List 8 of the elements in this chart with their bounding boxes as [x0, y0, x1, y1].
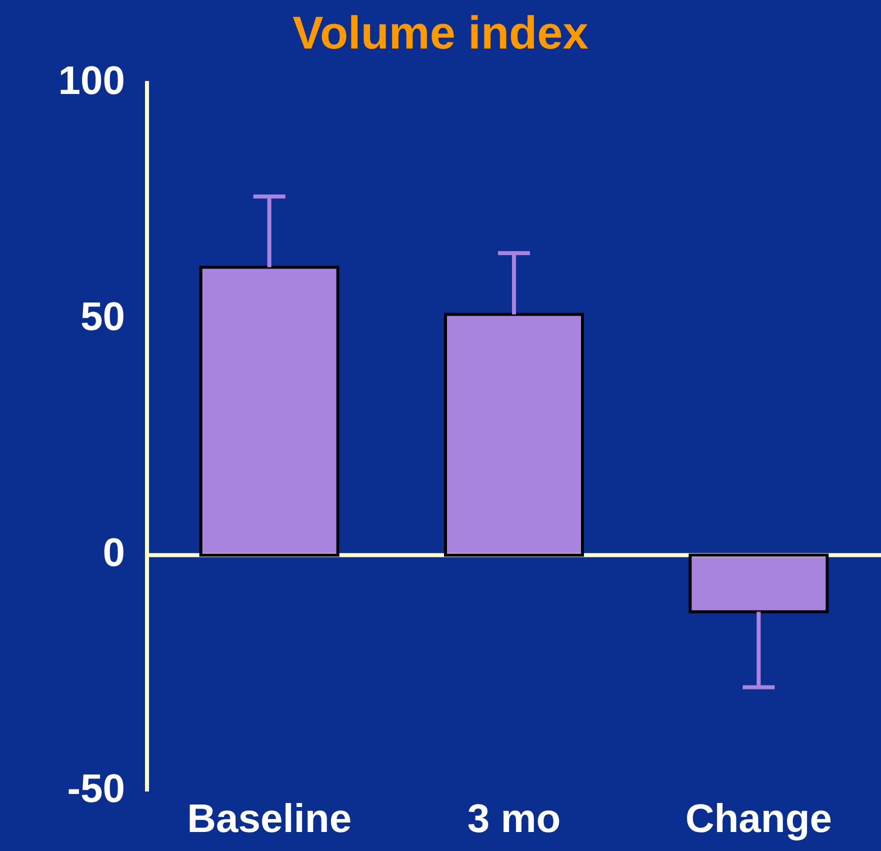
x-tick-label: 3 mo: [467, 797, 561, 842]
y-tick-label: 0: [102, 531, 125, 576]
x-tick-label: Baseline: [187, 797, 352, 842]
x-tick-label: Change: [685, 797, 832, 842]
y-tick-label: -50: [67, 767, 125, 812]
y-tick-label: 100: [58, 59, 125, 104]
y-tick-label: 50: [80, 295, 125, 340]
chart-title: Volume index: [292, 6, 589, 58]
